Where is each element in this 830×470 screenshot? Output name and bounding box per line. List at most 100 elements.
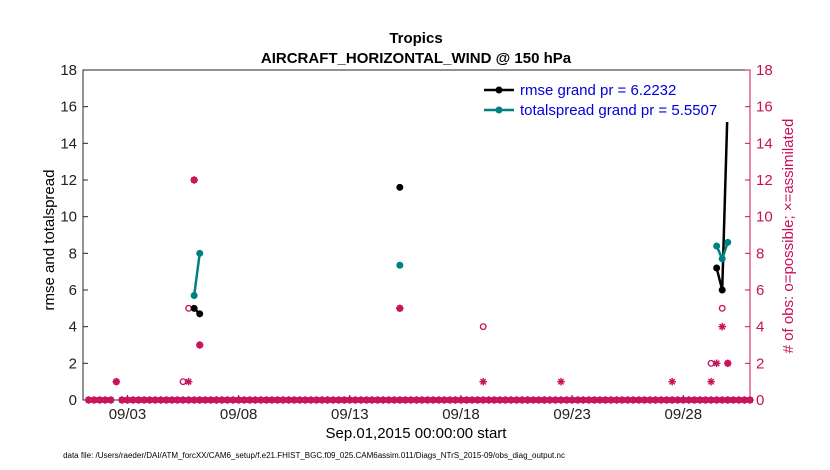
totalspread-line (192, 253, 201, 296)
y-tick-label-left: 2 (69, 355, 77, 372)
obs-assimilated-point (273, 396, 282, 404)
obs-assimilated-point (468, 396, 476, 404)
obs-assimilated-point (396, 304, 404, 313)
y-tick-label-right: 12 (756, 172, 773, 189)
rmse-point (190, 304, 198, 312)
legend-rmse-label: rmse grand pr = 6.2232 (520, 82, 676, 99)
obs-assimilated-point (479, 377, 487, 386)
rmse-point (713, 264, 721, 272)
y-axis-left: 0 2 4 6 8 10 12 14 16 18 (60, 62, 88, 409)
y-tick-label-right: 6 (756, 282, 764, 299)
obs-assimilated-point (496, 396, 504, 404)
y-tick-label-left: 14 (60, 135, 77, 152)
y-axis-left-label: rmse and totalspread (41, 170, 58, 311)
obs-assimilated-point (668, 377, 676, 386)
obs-assimilated-point (568, 396, 576, 404)
obs-assimilated-point (607, 396, 615, 404)
obs-assimilated-point (690, 396, 699, 404)
obs-assimilated-point (101, 396, 110, 404)
obs-assimilated-point (129, 396, 137, 404)
chart-title: Tropics (389, 30, 442, 47)
chart-subtitle: AIRCRAFT_HORIZONTAL_WIND @ 150 hPa (261, 50, 572, 67)
y-tick-label-left: 4 (69, 319, 77, 336)
obs-assimilated-point (707, 377, 715, 386)
x-axis: 09/03 09/08 09/13 09/18 09/23 09/28 (109, 395, 702, 423)
x-tick-label: 09/18 (442, 406, 480, 423)
totalspread-point (718, 255, 726, 263)
x-tick-label: 09/28 (665, 406, 703, 423)
obs-assimilated-point (112, 377, 121, 386)
obs-assimilated-point (195, 396, 204, 404)
obs-assimilated-point (379, 396, 387, 404)
obs-assimilated-point (596, 396, 604, 404)
y-axis-right: 0 2 4 6 8 10 12 14 16 18 (745, 62, 773, 409)
plot-area (82, 69, 751, 401)
obs-assimilated-point (234, 396, 243, 404)
y-tick-label-left: 0 (69, 392, 77, 409)
obs-assimilated-point (462, 396, 471, 404)
obs-assimilated-point (579, 396, 588, 404)
obs-assimilated-point (340, 396, 349, 404)
obs-assimilated-point (746, 396, 754, 404)
y-tick-label-left: 18 (60, 62, 77, 79)
obs-assimilated-point (685, 396, 693, 404)
obs-assimilated-point (207, 396, 215, 404)
y-tick-label-left: 10 (60, 209, 77, 226)
y-tick-label-left: 12 (60, 172, 77, 189)
y-tick-label-right: 2 (756, 355, 764, 372)
obs-assimilated-point (679, 396, 688, 404)
footnote: data file: /Users/raeder/DAI/ATM_forcXX/… (63, 451, 565, 460)
x-tick-label: 09/13 (331, 406, 369, 423)
obs-possible-point (479, 323, 487, 331)
obs-assimilated-point (507, 396, 515, 404)
obs-assimilated-point (557, 377, 565, 386)
obs-assimilated-point (307, 396, 315, 404)
series-lines (190, 97, 732, 318)
y-tick-label-left: 6 (69, 282, 77, 299)
y-tick-label-right: 0 (756, 392, 764, 409)
obs-assimilated-point (279, 396, 287, 404)
totalspread-point (713, 242, 721, 250)
obs-assimilated-point (484, 396, 493, 404)
legend-spread-label: totalspread grand pr = 5.5507 (520, 102, 717, 119)
rmse-point (196, 310, 204, 318)
y-tick-label-right: 4 (756, 319, 764, 336)
y-tick-label-left: 8 (69, 245, 77, 262)
totalspread-point (196, 249, 204, 257)
y-tick-label-right: 16 (756, 99, 773, 116)
obs-assimilated-point (157, 396, 165, 404)
obs-assimilated-point (195, 341, 204, 349)
obs-assimilated-point (390, 396, 399, 404)
x-tick-label: 09/23 (553, 406, 591, 423)
rmse-point (718, 286, 726, 294)
totalspread-point (190, 292, 198, 299)
obs-assimilated-point (118, 396, 126, 404)
obs-assimilated-point (184, 377, 193, 386)
obs-assimilated-point (173, 396, 182, 404)
y-axis-right-label: # of obs: o=possible; ×=assimilated (780, 119, 797, 354)
obs-count-markers (84, 176, 754, 404)
y-tick-label-left: 16 (60, 99, 77, 116)
obs-assimilated-point (446, 396, 454, 404)
obs-assimilated-point (212, 396, 221, 404)
obs-assimilated-point (190, 176, 198, 184)
y-tick-label-right: 14 (756, 135, 773, 152)
y-tick-label-right: 10 (756, 209, 773, 226)
rmse-point (396, 183, 404, 191)
obs-assimilated-point (323, 396, 332, 404)
y-tick-label-right: 18 (756, 62, 773, 79)
legend-rmse-marker (495, 86, 503, 94)
obs-assimilated-point (301, 396, 310, 404)
obs-assimilated-point (145, 396, 154, 404)
x-tick-label: 09/08 (220, 406, 258, 423)
obs-assimilated-point (718, 322, 727, 331)
obs-assimilated-point (396, 396, 404, 404)
x-axis-label: Sep.01,2015 00:00:00 start (326, 425, 508, 442)
obs-possible-point (718, 304, 726, 312)
totalspread-point (396, 261, 404, 269)
obs-assimilated-point (245, 396, 254, 404)
totalspread-point (724, 238, 732, 246)
obs-assimilated-point (668, 396, 676, 404)
obs-assimilated-point (712, 359, 721, 368)
